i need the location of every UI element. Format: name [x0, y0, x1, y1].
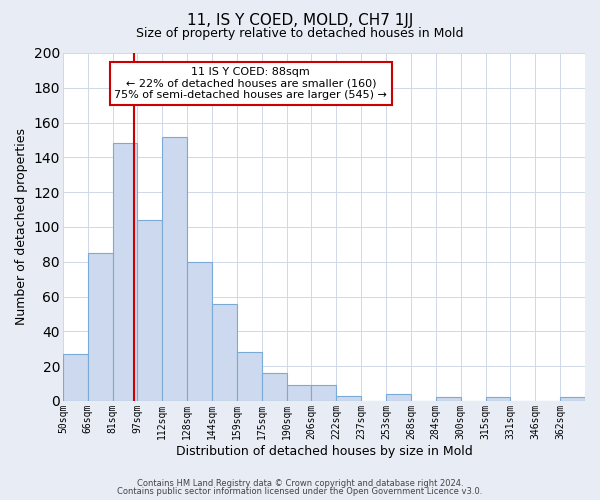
Text: Contains HM Land Registry data © Crown copyright and database right 2024.: Contains HM Land Registry data © Crown c…	[137, 478, 463, 488]
Bar	[212, 304, 237, 401]
X-axis label: Distribution of detached houses by size in Mold: Distribution of detached houses by size …	[176, 444, 472, 458]
Text: 11 IS Y COED: 88sqm
← 22% of detached houses are smaller (160)
75% of semi-detac: 11 IS Y COED: 88sqm ← 22% of detached ho…	[115, 67, 387, 100]
Bar	[485, 398, 511, 401]
Text: 11, IS Y COED, MOLD, CH7 1JJ: 11, IS Y COED, MOLD, CH7 1JJ	[187, 12, 413, 28]
Text: Contains public sector information licensed under the Open Government Licence v3: Contains public sector information licen…	[118, 487, 482, 496]
Bar	[311, 386, 337, 401]
Bar	[287, 386, 311, 401]
Bar	[436, 398, 461, 401]
Bar	[162, 136, 187, 401]
Bar	[187, 262, 212, 401]
Bar	[88, 253, 113, 401]
Bar	[337, 396, 361, 401]
Bar	[237, 352, 262, 401]
Bar	[386, 394, 411, 401]
Bar	[560, 398, 585, 401]
Y-axis label: Number of detached properties: Number of detached properties	[15, 128, 28, 326]
Bar	[262, 373, 287, 401]
Text: Size of property relative to detached houses in Mold: Size of property relative to detached ho…	[136, 28, 464, 40]
Bar	[137, 220, 162, 401]
Bar	[63, 354, 88, 401]
Bar	[113, 144, 137, 401]
